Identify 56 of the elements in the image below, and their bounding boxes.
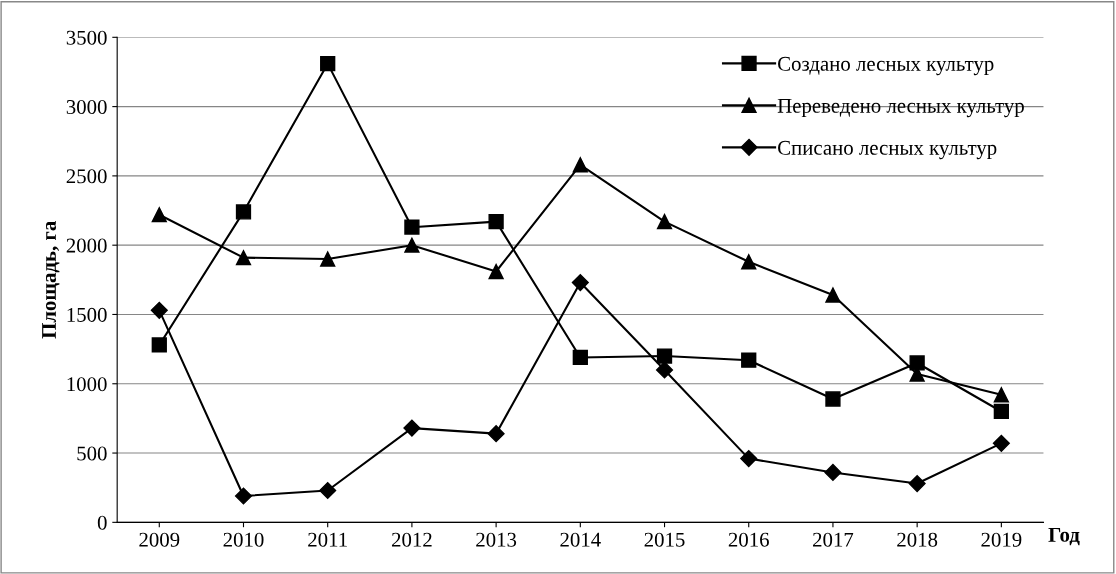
point xyxy=(655,361,674,379)
y-tick-label: 3000 xyxy=(66,99,107,115)
point xyxy=(909,355,925,371)
point xyxy=(908,474,926,493)
y-tick-label: 2500 xyxy=(66,169,107,184)
x-tick-label: 2013 xyxy=(476,532,517,547)
point xyxy=(992,434,1010,452)
x-tick-label: 2014 xyxy=(560,532,601,547)
point xyxy=(571,274,589,292)
point xyxy=(234,487,253,505)
x-tick-label: 2016 xyxy=(728,532,769,547)
point xyxy=(404,219,420,235)
point xyxy=(825,287,841,303)
legend-label: Списано лесных культур xyxy=(778,140,997,160)
y-tick-label: 1500 xyxy=(67,307,107,322)
point xyxy=(488,213,504,230)
x-axis-title: Год xyxy=(1048,528,1080,546)
x-tick-label: 2012 xyxy=(391,532,432,547)
point xyxy=(656,213,673,230)
y-tick-label: 1000 xyxy=(67,377,107,392)
x-tick-label: 2011 xyxy=(308,532,347,547)
point xyxy=(488,263,504,280)
y-tick-label: 0 xyxy=(97,515,107,530)
point xyxy=(151,337,167,353)
point xyxy=(741,254,757,270)
y-tick-label: 500 xyxy=(77,446,107,461)
point xyxy=(572,349,588,366)
point xyxy=(656,348,673,364)
point xyxy=(404,237,420,253)
point xyxy=(403,419,421,437)
point xyxy=(150,301,168,319)
point xyxy=(320,251,336,267)
point xyxy=(825,391,841,407)
point xyxy=(319,481,337,500)
point xyxy=(993,403,1009,420)
x-tick-label: 2018 xyxy=(897,532,938,547)
x-tick-label: 2009 xyxy=(139,532,180,547)
y-axis-title: Площадь, га xyxy=(42,221,60,339)
point xyxy=(151,207,167,223)
y-tick-label: 3500 xyxy=(66,30,107,45)
point xyxy=(572,157,588,173)
point xyxy=(235,204,252,220)
x-tick-label: 2019 xyxy=(981,532,1022,547)
legend-label: Переведено лесных культур xyxy=(777,99,1024,118)
x-tick-label: 2015 xyxy=(644,532,685,547)
y-tick-label: 2000 xyxy=(66,238,107,253)
legend-label: Создано лесных культур xyxy=(778,56,994,76)
point xyxy=(320,56,336,72)
point xyxy=(824,463,842,482)
point xyxy=(235,250,252,266)
point xyxy=(993,387,1009,403)
point xyxy=(487,425,505,443)
x-tick-label: 2010 xyxy=(223,532,264,547)
point xyxy=(741,352,757,368)
x-tick-label: 2017 xyxy=(813,532,854,547)
point xyxy=(740,450,758,468)
